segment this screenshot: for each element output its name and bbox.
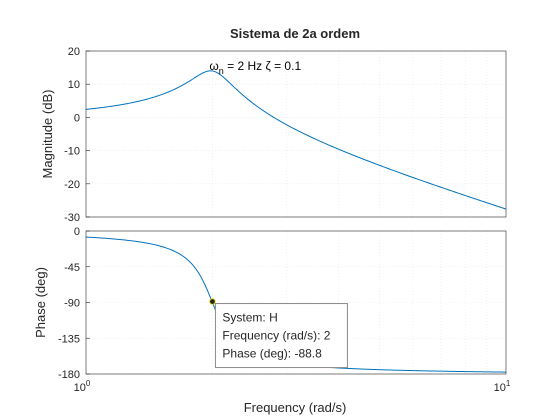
magnitude-y-ticks: 20 10 0 -10 -20 -30 bbox=[64, 46, 90, 224]
annotation-omega: ω bbox=[209, 59, 218, 73]
y-tick-label: -45 bbox=[64, 262, 80, 274]
y-tick-label: 20 bbox=[68, 46, 80, 58]
x-tick-exponent: 0 bbox=[86, 379, 91, 388]
y-tick-label: -10 bbox=[64, 146, 80, 158]
y-tick-label: -90 bbox=[64, 298, 80, 310]
phase-y-ticks: 0 -45 -90 -135 -180 bbox=[58, 226, 90, 381]
x-tick-base: 10 bbox=[494, 382, 506, 394]
phase-y-axis-label: Phase (deg) bbox=[33, 267, 48, 338]
y-tick-label: 0 bbox=[74, 226, 80, 238]
x-tick-label: 100 bbox=[74, 379, 91, 394]
y-tick-label: 10 bbox=[68, 79, 80, 91]
datatip-marker[interactable] bbox=[209, 298, 216, 305]
x-tick-labels: 100 101 bbox=[74, 379, 511, 394]
y-tick-label: -135 bbox=[58, 333, 80, 345]
datatip-line-phase: Phase (deg): -88.8 bbox=[222, 347, 322, 361]
y-tick-label: -30 bbox=[64, 212, 80, 224]
y-tick-label: -20 bbox=[64, 179, 80, 191]
datatip-line-system: System: H bbox=[222, 311, 277, 325]
x-tick-label: 101 bbox=[494, 379, 511, 394]
x-axis-label: Frequency (rad/s) bbox=[244, 400, 347, 415]
annotation-subscript: n bbox=[219, 66, 224, 76]
phase-axes-box bbox=[85, 230, 507, 375]
magnitude-plot-area bbox=[86, 51, 506, 217]
x-tick-exponent: 1 bbox=[506, 379, 511, 388]
magnitude-series-line bbox=[85, 70, 507, 210]
y-tick-label: 0 bbox=[74, 112, 80, 124]
annotation-text: = 2 Hz ζ = 0.1 bbox=[224, 59, 302, 73]
x-tick-base: 10 bbox=[74, 382, 86, 394]
chart-title: Sistema de 2a ordem bbox=[230, 26, 360, 41]
datatip-box bbox=[214, 303, 348, 369]
magnitude-axes: 20 10 0 -10 -20 -30 Magnitude (dB) ωn = 2 Hz … bbox=[40, 46, 507, 224]
magnitude-y-axis-label: Magnitude (dB) bbox=[40, 90, 55, 179]
y-tick-label: -180 bbox=[58, 369, 80, 381]
datatip[interactable]: System: H Frequency (rad/s): 2 Phase (de… bbox=[209, 298, 348, 369]
magnitude-annotation: ωn = 2 Hz ζ = 0.1 bbox=[209, 59, 301, 76]
datatip-line-frequency: Frequency (rad/s): 2 bbox=[222, 329, 330, 343]
magnitude-axes-box bbox=[85, 50, 507, 218]
